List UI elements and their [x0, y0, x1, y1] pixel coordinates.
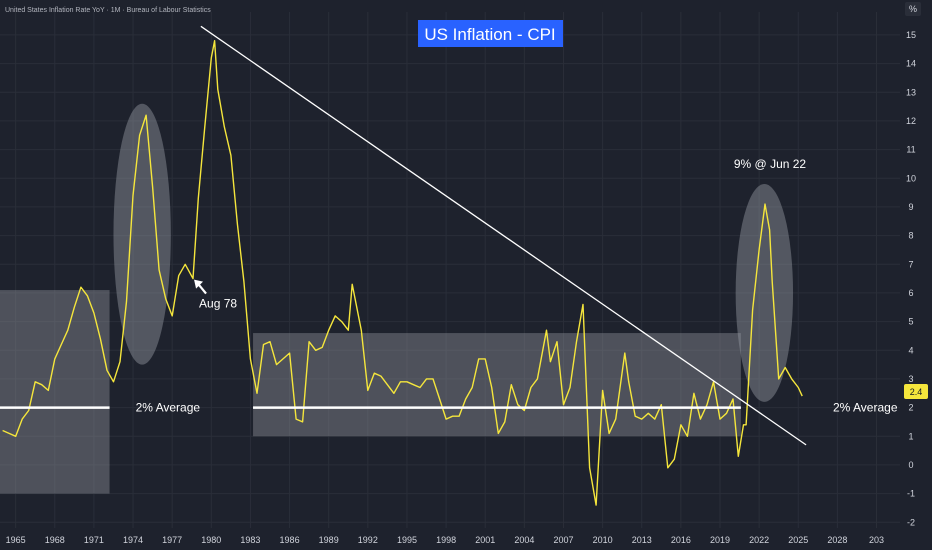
x-tick-label: 2025 — [788, 535, 808, 545]
y-tick-label: -1 — [907, 489, 915, 499]
x-tick-label: 203 — [869, 535, 884, 545]
unit-label: % — [909, 4, 917, 14]
x-tick-label: 1974 — [123, 535, 143, 545]
x-tick-label: 1992 — [358, 535, 378, 545]
x-tick-label: 2019 — [710, 535, 730, 545]
y-tick-label: 8 — [908, 231, 913, 241]
y-tick-label: 2 — [908, 403, 913, 413]
y-tick-label: 5 — [908, 317, 913, 327]
y-tick-label: -2 — [907, 517, 915, 527]
chart-source: United States Inflation Rate YoY · 1M · … — [5, 7, 211, 14]
x-tick-label: 1998 — [436, 535, 456, 545]
x-tick-label: 2007 — [553, 535, 573, 545]
chart-title: US Inflation - CPI — [424, 25, 555, 44]
x-tick-label: 1980 — [201, 535, 221, 545]
y-tick-label: 4 — [908, 345, 913, 355]
x-tick-label: 2016 — [671, 535, 691, 545]
highlight-ellipse-1974 — [113, 103, 171, 365]
x-tick-label: 2013 — [632, 535, 652, 545]
average-zone-right — [253, 333, 741, 437]
grid — [0, 12, 900, 528]
average-label-right: 2% Average — [833, 401, 898, 415]
annotation-labels: 2% Average 2% Average 9% @ Jun 22 Aug 78 — [136, 157, 898, 415]
title-background — [418, 20, 563, 47]
x-tick-label: 2022 — [749, 535, 769, 545]
x-tick-label: 1968 — [45, 535, 65, 545]
x-tick-label: 1989 — [319, 535, 339, 545]
x-tick-label: 1983 — [240, 535, 260, 545]
last-value-badge — [904, 384, 928, 399]
y-tick-label: 11 — [906, 145, 915, 155]
y-tick-label: 0 — [908, 460, 913, 470]
y-tick-label: 7 — [908, 259, 913, 269]
average-zone-left — [0, 290, 110, 494]
overlay-lines — [0, 25, 807, 446]
x-tick-label: 2010 — [593, 535, 613, 545]
y-tick-label: 13 — [906, 87, 916, 97]
x-tick-label: 2028 — [827, 535, 847, 545]
series-line-inflation — [2, 40, 803, 506]
y-tick-label: 6 — [908, 288, 913, 298]
y-tick-label: 15 — [906, 30, 916, 40]
unit-badge — [905, 2, 921, 16]
x-tick-label: 1965 — [6, 535, 26, 545]
x-tick-label: 1977 — [162, 535, 182, 545]
y-tick-label: 9 — [908, 202, 913, 212]
x-tick-label: 2004 — [514, 535, 534, 545]
aug78-label: Aug 78 — [199, 297, 237, 311]
series-layer — [2, 40, 803, 506]
y-tick-label: 12 — [906, 116, 916, 126]
y-tick-label: 14 — [906, 59, 916, 69]
downtrend-line — [200, 25, 807, 446]
y-tick-label: 10 — [906, 173, 916, 183]
peak-label-2022: 9% @ Jun 22 — [734, 157, 807, 171]
x-tick-label: 1995 — [397, 535, 417, 545]
y-tick-label: 3 — [908, 374, 913, 384]
x-tick-label: 1986 — [280, 535, 300, 545]
x-tick-label: 2001 — [475, 535, 495, 545]
average-zones — [0, 290, 741, 494]
y-tick-label: 1 — [908, 431, 913, 441]
x-tick-label: 1971 — [84, 535, 104, 545]
average-label-left: 2% Average — [136, 401, 201, 415]
last-value-text: 2.4 — [910, 387, 923, 397]
aug78-arrow-head — [194, 279, 204, 289]
